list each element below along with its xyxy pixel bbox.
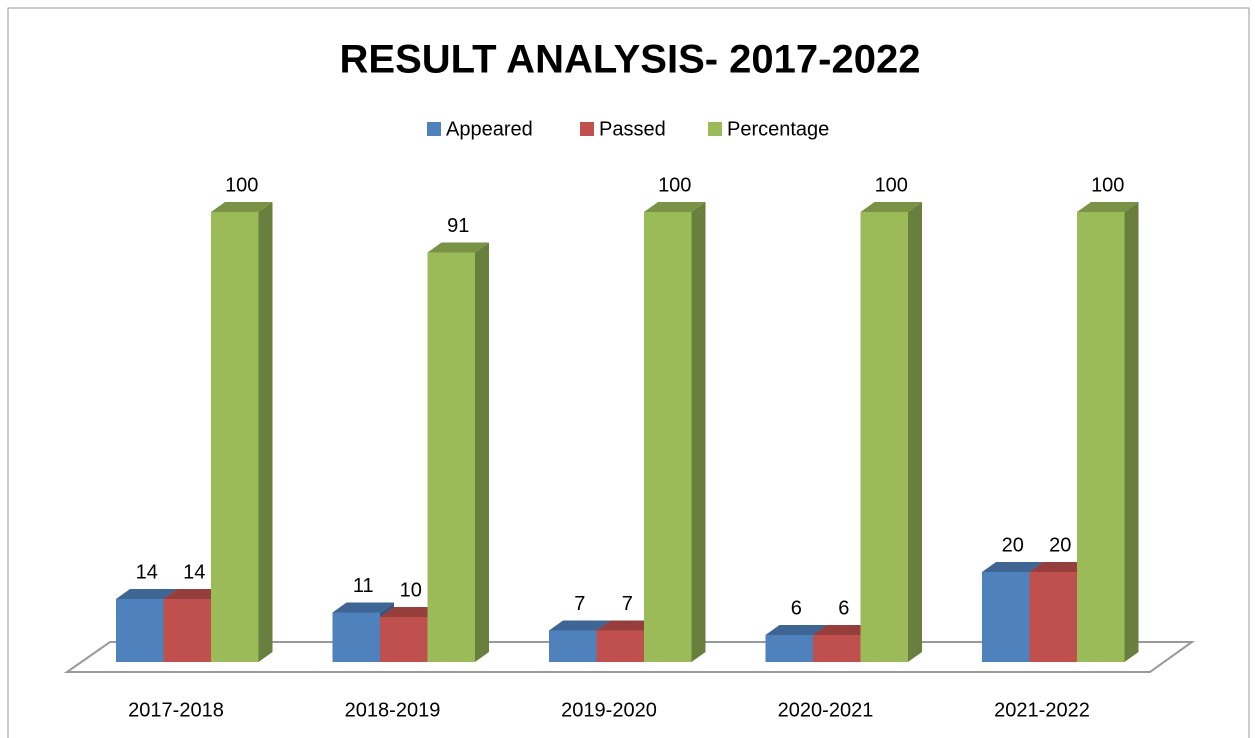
data-label: 20 [1049, 534, 1071, 556]
data-label: 7 [622, 593, 633, 615]
bar-side [258, 202, 273, 662]
x-tick-label: 2018-2019 [345, 699, 441, 721]
data-label: 20 [1002, 534, 1024, 556]
x-tick-label: 2017-2018 [128, 699, 224, 721]
bar-top [211, 202, 273, 212]
x-tick-label: 2021-2022 [994, 699, 1090, 721]
bar-side [1124, 202, 1139, 662]
bar [813, 635, 861, 662]
bar-top [332, 602, 394, 613]
chart-title: RESULT ANALYSIS- 2017-2022 [340, 38, 921, 82]
data-label: 100 [658, 174, 691, 196]
bar-top [1077, 202, 1139, 212]
bar [163, 599, 211, 662]
data-label: 14 [183, 561, 205, 583]
x-tick-label: 2020-2021 [778, 699, 874, 721]
legend-label: Percentage [727, 118, 829, 140]
bar [1029, 572, 1077, 662]
data-label: 6 [791, 597, 802, 619]
bar-top [644, 202, 706, 212]
bar [596, 630, 644, 662]
bar-side [475, 242, 489, 662]
legend-label: Passed [599, 118, 666, 140]
bar-side [691, 202, 706, 662]
data-label: 100 [1091, 174, 1124, 196]
bar-top [549, 620, 611, 631]
bar-top [427, 242, 489, 253]
bar [1077, 212, 1125, 662]
bar-side [908, 202, 922, 662]
data-label: 14 [136, 561, 158, 583]
legend-swatch [580, 122, 594, 136]
bar-top [1029, 562, 1091, 572]
bar [860, 212, 908, 662]
bar-top [982, 562, 1044, 572]
bar-top [765, 625, 827, 635]
data-label: 91 [447, 215, 469, 237]
bar [211, 212, 259, 662]
bar-top [163, 589, 225, 599]
legend-swatch [427, 122, 441, 136]
bar-top [813, 625, 875, 635]
data-label: 11 [353, 575, 374, 597]
bar [765, 635, 813, 662]
bar [644, 212, 692, 662]
data-label: 100 [875, 174, 908, 196]
data-label: 7 [574, 593, 585, 615]
data-label: 6 [838, 597, 849, 619]
bar [549, 630, 597, 662]
data-label: 100 [225, 174, 258, 196]
bar [982, 572, 1030, 662]
bar [380, 617, 428, 662]
legend-label: Appeared [446, 118, 533, 140]
data-label: 10 [400, 579, 422, 601]
bar-top [380, 607, 442, 617]
bar [427, 252, 475, 662]
legend-swatch [708, 122, 722, 136]
bar [116, 599, 164, 662]
bar-top [116, 589, 178, 599]
x-tick-label: 2019-2020 [561, 699, 657, 721]
bar-top [860, 202, 922, 212]
bar-top [596, 620, 658, 631]
bar [332, 612, 380, 662]
